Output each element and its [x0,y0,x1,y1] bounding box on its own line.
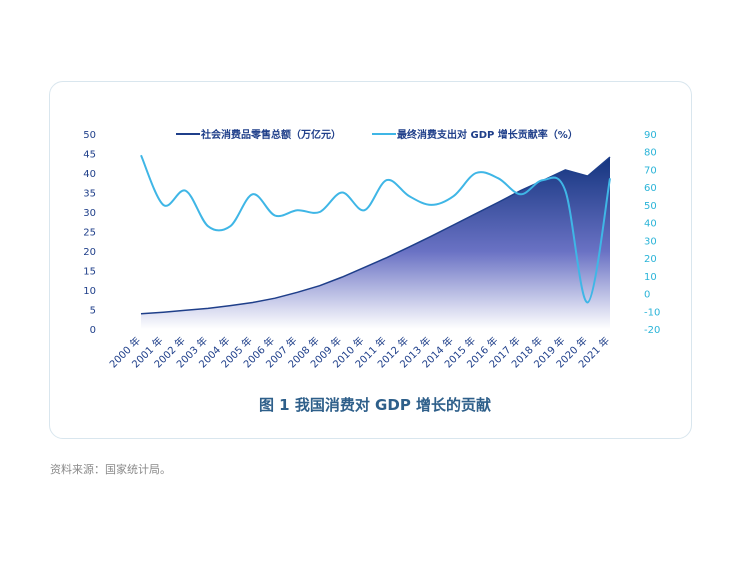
y-right-tick-label: 70 [644,165,657,176]
y-right-tick-label: 40 [644,219,657,230]
y-left-tick-label: 25 [83,228,96,239]
y-right-tick-label: 0 [644,290,650,301]
y-right-tick-label: 30 [644,236,657,247]
legend: 社会消费品零售总额（万亿元） 最终消费支出对 GDP 增长贡献率（%） [176,128,578,141]
y-right-tick-label: 60 [644,183,657,194]
y-right-tick-label: 50 [644,201,657,212]
y-left-tick-label: 5 [90,306,96,317]
y-left-tick-label: 10 [83,286,96,297]
y-left-tick-label: 20 [83,247,96,258]
legend-label-line: 最终消费支出对 GDP 增长贡献率（%） [397,128,578,141]
y-left-tick-label: 40 [83,169,96,180]
chart-title: 图 1 我国消费对 GDP 增长的贡献 [258,396,492,414]
y-right-tick-label: 10 [644,272,657,283]
y-right-tick-label: 20 [644,254,657,265]
area-outline [140,156,611,315]
y-left-tick-label: 30 [83,208,96,219]
y-left-tick-label: 15 [83,267,96,278]
y-left-tick-label: 0 [90,325,96,336]
legend-label-area: 社会消费品零售总额（万亿元） [200,128,341,141]
y-right-tick-label: -10 [644,307,660,318]
area-series [140,156,611,329]
line-series [140,154,611,304]
y-axis-right: -20 -10 0 10 20 30 40 50 60 70 80 90 [644,130,660,336]
y-right-tick-label: 90 [644,130,657,141]
y-axis-left: 0 5 10 15 20 25 30 35 40 45 50 [83,130,96,336]
y-left-tick-label: 35 [83,189,96,200]
y-left-tick-label: 50 [83,130,96,141]
y-right-tick-label: 80 [644,148,657,159]
area-fill [141,157,610,329]
source-note: 资料来源：国家统计局。 [50,463,171,476]
y-right-tick-label: -20 [644,325,660,336]
y-left-tick-label: 45 [83,150,96,161]
